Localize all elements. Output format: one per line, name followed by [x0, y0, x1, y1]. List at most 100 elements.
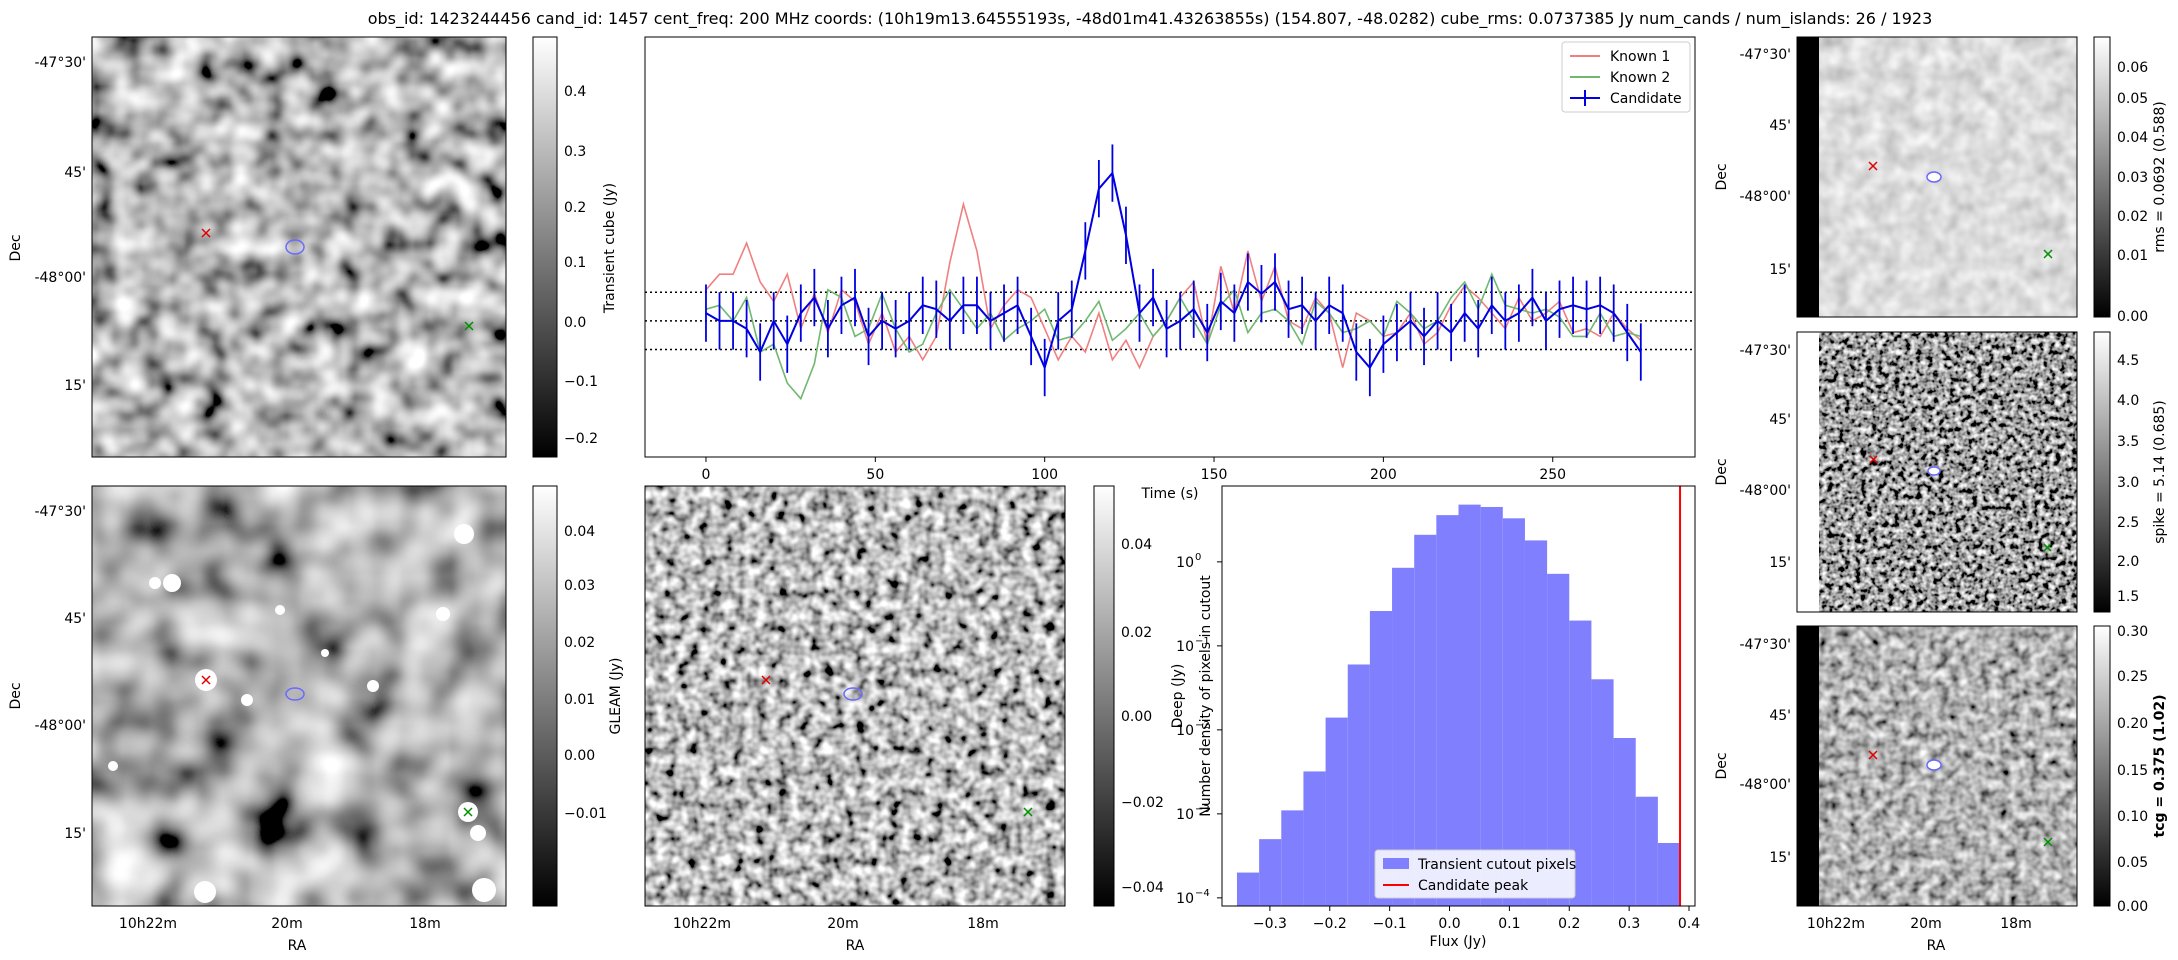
cbar-tick: 1.5	[2117, 589, 2139, 605]
ytick-exponent: 0	[1195, 552, 1201, 563]
transient-markers	[201, 228, 474, 331]
candidate-line	[705, 170, 1642, 371]
deep-colorbar-ticks: 0.04 0.02 0.00 −0.02 −0.04	[1121, 537, 1164, 896]
cbar-tick: 0.15	[2117, 763, 2148, 779]
cbar-tick: 0.10	[2117, 809, 2148, 825]
cbar-tick: −0.04	[1121, 880, 1164, 896]
transient-colorbar	[532, 36, 558, 458]
cbar-tick: 0.20	[2117, 716, 2148, 732]
spike-colorbar-ticks: 4.5 4.0 3.5 3.0 2.5 2.0 1.5	[2117, 353, 2139, 605]
transient-ylabel: Dec	[8, 234, 24, 261]
spike-colorbar	[2093, 331, 2111, 613]
known2-marker	[2043, 837, 2053, 847]
rms-cbar-label: rms = 0.0692 (0.588)	[2152, 101, 2168, 253]
rms-frame	[1796, 36, 2078, 318]
gleam-image-panel: -47°30' 45' -48°00' 15' Dec 10h22m 20m 1…	[8, 485, 624, 954]
known1-marker	[761, 675, 771, 685]
spike-noise-texture	[1819, 332, 2077, 612]
dec-tick: 45'	[1769, 708, 1791, 724]
histogram-bar	[1347, 664, 1370, 906]
ytick-label: 10	[1176, 639, 1194, 655]
cbar-tick: 4.0	[2117, 393, 2139, 409]
ytick-exponent: −2	[1195, 720, 1210, 731]
candidate-contour	[1926, 171, 1942, 183]
xtick-label: 0.3	[1618, 916, 1640, 932]
histogram-bar	[1635, 796, 1658, 906]
histogram-panel: −0.3 −0.2 −0.1 0.0 0.1 0.2 0.3 0.4 10−410−310−2…	[1176, 485, 1700, 950]
ra-tick: 20m	[271, 916, 302, 932]
lightcurve-series	[705, 144, 1642, 401]
cbar-tick: 0.03	[2117, 170, 2148, 186]
gleam-source	[472, 878, 496, 902]
gleam-source	[163, 574, 181, 592]
ytick-label: 10	[1176, 807, 1194, 823]
xtick-label: 0.4	[1678, 916, 1700, 932]
gleam-source	[470, 825, 486, 841]
histogram-bar	[1547, 573, 1570, 906]
lightcurve-frame	[644, 36, 1696, 458]
cbar-tick: 0.2	[564, 200, 586, 216]
deep-image-panel: 10h22m 20m 18m RA 0.04 0.02 0.00 −0.02 −…	[644, 485, 1186, 954]
rms-masked-strip	[1797, 37, 1819, 317]
legend-known2-label: Known 2	[1610, 70, 1670, 86]
tcg-image-panel: -47°30' 45' -48°00' 15' Dec 10h22m 20m 1…	[1714, 624, 2168, 954]
cbar-tick: −0.01	[564, 806, 607, 822]
dec-tick: 15'	[64, 378, 86, 394]
legend-box	[1561, 41, 1691, 113]
ytick-label: 10	[1176, 891, 1194, 907]
xtick-label: 0.0	[1438, 916, 1460, 932]
lightcurve-legend: Known 1 Known 2 Candidate	[1561, 41, 1691, 113]
candidate-contour	[285, 687, 305, 701]
dec-tick: 45'	[64, 165, 86, 181]
xtick-label: 0.2	[1558, 916, 1580, 932]
tcg-ylabel: Dec	[1714, 752, 1730, 779]
cbar-tick: 3.0	[2117, 475, 2139, 491]
cbar-tick: 0.04	[1121, 537, 1152, 553]
transient-frame	[91, 36, 507, 458]
cbar-tick: −0.2	[564, 431, 598, 447]
deep-colorbar	[1093, 485, 1115, 907]
ra-tick: 10h22m	[673, 916, 731, 932]
gleam-frame	[91, 485, 507, 907]
candidate-contour	[1927, 466, 1941, 476]
cbar-tick: −0.1	[564, 374, 598, 390]
ra-tick: 10h22m	[1807, 916, 1865, 932]
lightcurve-xlabel: Time (s)	[1141, 486, 1199, 502]
deep-frame	[644, 485, 1066, 907]
lightcurve-panel: 0 50 100 150 200 250 Time (s) Known 1 Known 2…	[644, 36, 1696, 502]
candidate-contour	[1926, 759, 1942, 771]
dec-tick: 45'	[1769, 412, 1791, 428]
histogram-ylabel: Number density of pixels in cutout	[1198, 575, 1214, 817]
gleam-source	[367, 680, 379, 692]
cbar-tick: 0.25	[2117, 669, 2148, 685]
cbar-tick: 0.01	[564, 692, 595, 708]
dec-tick: -47°30'	[1739, 637, 1791, 653]
tcg-colorbar	[2093, 625, 2111, 907]
histogram-bar	[1458, 504, 1481, 906]
spike-dec-ticks: -47°30' 45' -48°00' 15'	[1739, 343, 1791, 571]
histogram-bar	[1303, 771, 1326, 906]
ytick-label: 10	[1176, 723, 1194, 739]
gleam-source	[436, 607, 450, 621]
cbar-tick: 0.01	[2117, 248, 2148, 264]
histogram-bar	[1569, 620, 1592, 906]
transient-image-panel: -47°30' 45' -48°00' 15' Dec 0.4 0.3 0.2 …	[8, 36, 618, 458]
deep-xlabel: RA	[846, 938, 865, 954]
histogram-legend: Transient cutout pixels Candidate peak	[1374, 849, 1576, 899]
cbar-tick: 0.02	[564, 635, 595, 651]
dec-tick: 45'	[64, 611, 86, 627]
known1-marker	[1868, 750, 1878, 760]
histogram-bar	[1613, 738, 1636, 906]
histogram-bar	[1236, 872, 1260, 906]
cbar-tick: 0.3	[564, 144, 586, 160]
cbar-tick: 0.30	[2117, 624, 2148, 640]
deep-ra-ticks: 10h22m 20m 18m	[673, 916, 999, 932]
tcg-cbar-label: tcg = 0.375 (1.02)	[2152, 695, 2168, 838]
dec-tick: -47°30'	[1739, 343, 1791, 359]
histogram-bar	[1657, 842, 1681, 906]
cbar-tick: 0.03	[564, 578, 595, 594]
dec-tick: -48°00'	[1739, 483, 1791, 499]
rms-dec-ticks: -47°30' 45' -48°00' 15'	[1739, 47, 1791, 278]
cbar-tick: −0.02	[1121, 795, 1164, 811]
